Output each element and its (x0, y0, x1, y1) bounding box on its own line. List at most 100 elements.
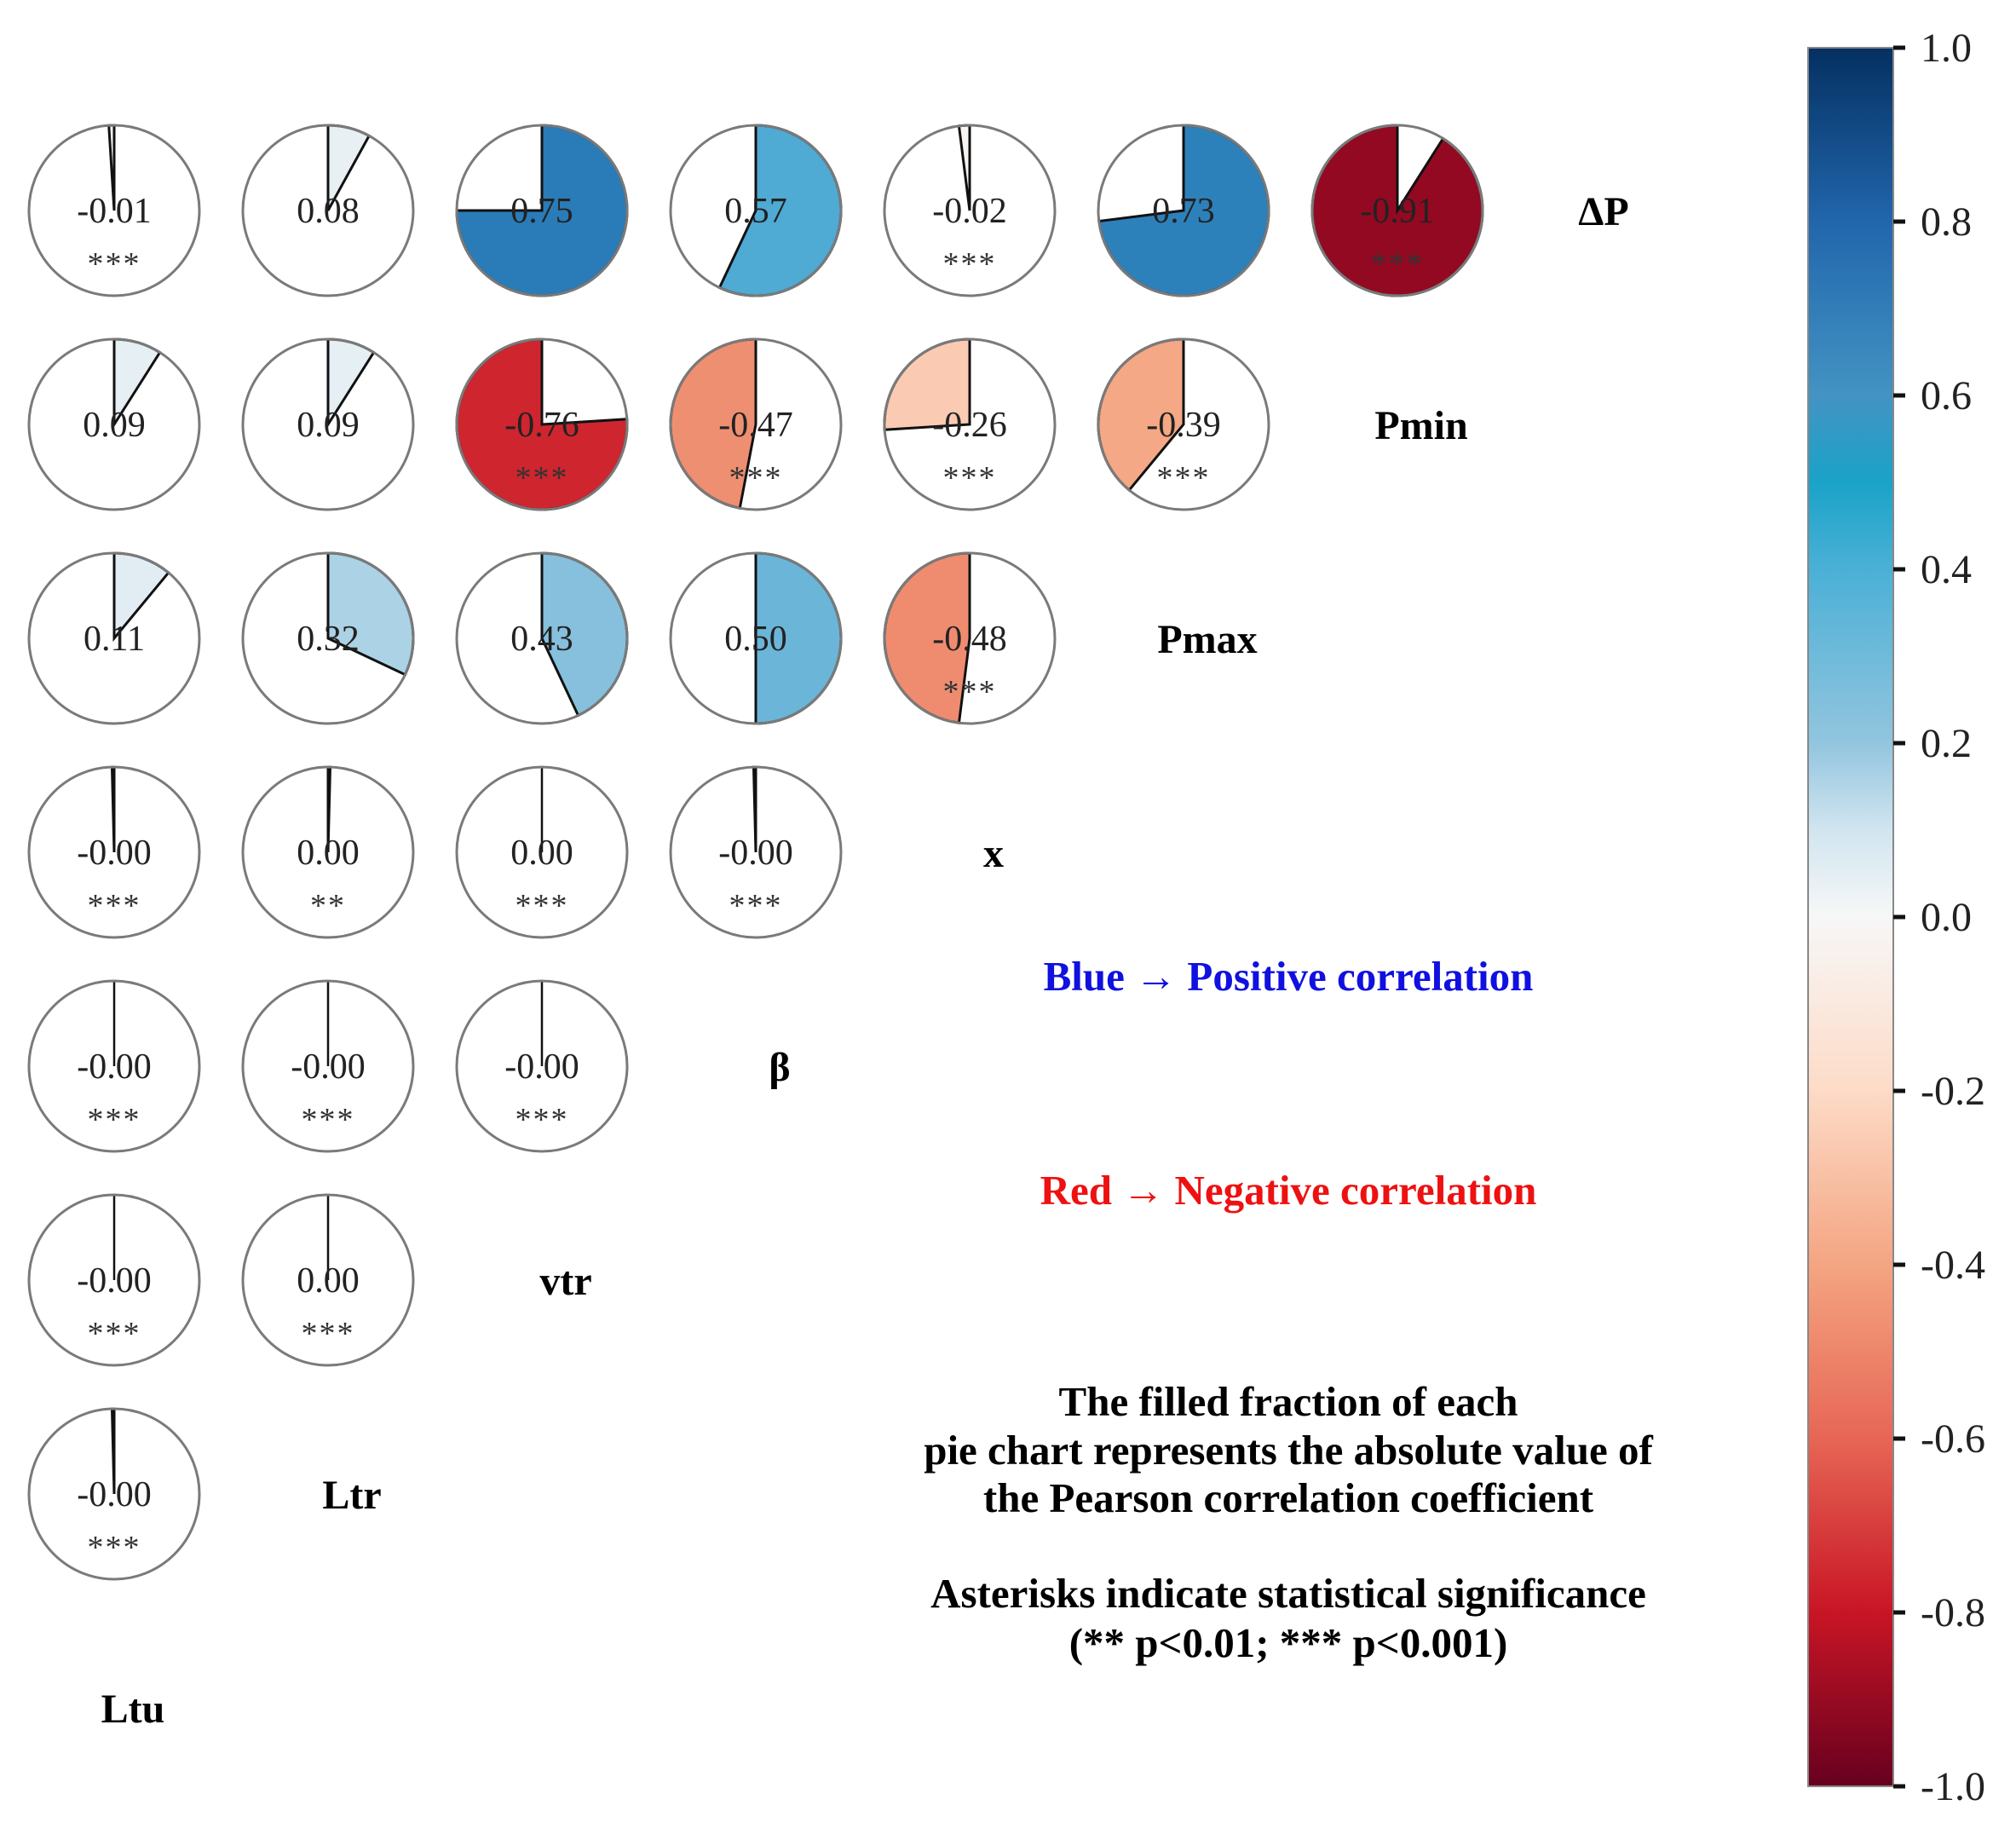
colorbar-tick-label: -0.4 (1921, 1243, 1985, 1288)
legend-notes: Blue → Positive correlation Red → Negati… (924, 953, 1653, 1666)
pie-value-label: 0.50 (724, 620, 787, 659)
colorbar-gradient (1807, 47, 1894, 1787)
pie-value-label: 0.11 (84, 620, 145, 659)
pie-significance: *** (943, 460, 997, 496)
description-line-2: pie chart represents the absolute value … (924, 1427, 1653, 1474)
pie-value-label: -0.47 (718, 406, 793, 445)
pie-outline (27, 124, 201, 297)
variable-label-delta-p: ΔP (1578, 189, 1628, 234)
pie-outline (669, 765, 843, 939)
pie-pmin-ltr: 0.09 (241, 337, 415, 511)
pie-outline (455, 337, 629, 511)
description-line-1: The filled fraction of each (1059, 1378, 1518, 1425)
pie-outline (27, 551, 201, 725)
colorbar-tick-label: 0.0 (1921, 895, 1972, 940)
pie-value-label: 0.32 (297, 620, 360, 659)
pie-beta-ltu: -0.00 *** (27, 979, 201, 1153)
pie-value-label: -0.26 (932, 406, 1007, 445)
pie-value-label: -0.00 (77, 1261, 152, 1301)
pie-outline (883, 337, 1057, 511)
pie-value-label: 0.75 (510, 192, 573, 231)
pie-delta-p-vtr: 0.75 (455, 124, 629, 297)
pie-delta-p-x: -0.02 *** (883, 124, 1057, 297)
pie-significance: *** (516, 1102, 569, 1138)
pie-significance: *** (88, 888, 141, 924)
pie-x-beta: -0.00 *** (669, 765, 843, 939)
pie-outline (27, 1193, 201, 1367)
pie-x-ltu: -0.00 *** (27, 765, 201, 939)
pie-significance: *** (516, 460, 569, 496)
pie-outline (455, 765, 629, 939)
variable-label-ltr: Ltr (322, 1473, 381, 1518)
pie-value-label: 0.00 (297, 833, 360, 873)
pie-value-label: -0.00 (77, 833, 152, 873)
pie-outline (241, 1193, 415, 1367)
pie-outline (455, 979, 629, 1153)
pie-significance: *** (1157, 460, 1211, 496)
pie-significance: *** (302, 1102, 355, 1138)
colorbar-tick-label: 0.2 (1921, 721, 1972, 766)
pie-ltr-ltu: -0.00 *** (27, 1407, 201, 1581)
pie-pmin-ltu: 0.09 (27, 337, 201, 511)
pie-outline (1310, 124, 1484, 297)
pie-value-label: -0.00 (77, 1047, 152, 1087)
pie-value-label: -0.48 (932, 620, 1007, 659)
pie-value-label: 0.00 (297, 1261, 360, 1301)
pie-value-label: -0.02 (932, 192, 1007, 231)
pie-significance: *** (729, 888, 783, 924)
pie-value-label: -0.00 (504, 1047, 579, 1087)
colorbar-tick-label: 1.0 (1921, 26, 1972, 71)
colorbar-tick-label: -0.2 (1921, 1069, 1985, 1114)
pie-pmax-vtr: 0.43 (455, 551, 629, 725)
pie-value-label: -0.76 (504, 406, 579, 445)
pie-delta-p-ltr: 0.08 (241, 124, 415, 297)
pie-outline (27, 337, 201, 511)
pie-significance: *** (302, 1316, 355, 1352)
pie-pmax-x: -0.48 *** (883, 551, 1057, 725)
pie-pmax-ltu: 0.11 (27, 551, 201, 725)
colorbar-tick-label: 0.4 (1921, 547, 1972, 592)
pie-significance: *** (88, 246, 141, 282)
colorbar: 1.0 0.8 0.6 0.4 0.2 0.0 -0.2 -0.4 -0.6 -0.8 -1.0 (1807, 26, 1985, 1809)
pie-outline (241, 765, 415, 939)
colorbar-tick-label: 0.6 (1921, 373, 1972, 418)
pie-outline (1097, 337, 1270, 511)
pie-value-label: 0.57 (724, 192, 787, 231)
pie-significance: *** (88, 1530, 141, 1566)
pie-vtr-ltu: -0.00 *** (27, 1193, 201, 1367)
significance-line-1: Asterisks indicate statistical significa… (930, 1570, 1646, 1617)
pie-beta-ltr: -0.00 *** (241, 979, 415, 1153)
pie-outline (669, 124, 843, 297)
pie-outline (883, 124, 1057, 297)
pie-pmax-ltr: 0.32 (241, 551, 415, 725)
pie-delta-p-ltu: -0.01 *** (27, 124, 201, 297)
pie-vtr-ltr: 0.00 *** (241, 1193, 415, 1367)
pie-grid: -0.01***0.08 0.75 0.57 -0.02***0.73 -0.91***… (27, 124, 1484, 1581)
pie-outline (241, 979, 415, 1153)
pie-outline (455, 124, 629, 297)
pie-outline (669, 337, 843, 511)
pie-significance: *** (1371, 246, 1425, 282)
pie-outline (241, 337, 415, 511)
pie-significance: ** (310, 888, 346, 924)
pie-outline (1097, 124, 1270, 297)
pie-delta-p-pmax: 0.73 (1097, 124, 1270, 297)
pie-value-label: -0.39 (1146, 406, 1221, 445)
colorbar-tick-label: -0.6 (1921, 1416, 1985, 1462)
colorbar-tick-label: 0.8 (1921, 199, 1972, 245)
positive-correlation-note: Blue → Positive correlation (1044, 953, 1534, 1000)
variable-label-pmax: Pmax (1157, 617, 1257, 662)
pie-outline (241, 551, 415, 725)
variable-label-pmin: Pmin (1374, 403, 1467, 448)
pie-outline (27, 979, 201, 1153)
pie-outline (241, 124, 415, 297)
variable-labels: ΔP Pmin Pmax x β vtr Ltr Ltu (101, 189, 1629, 1732)
pie-value-label: -0.91 (1360, 192, 1435, 231)
pie-significance: *** (516, 888, 569, 924)
pie-outline (27, 1407, 201, 1581)
pie-value-label: -0.00 (291, 1047, 366, 1087)
variable-label-x: x (983, 831, 1004, 876)
pie-pmax-beta: 0.50 (669, 551, 843, 725)
pie-value-label: -0.00 (77, 1475, 152, 1514)
